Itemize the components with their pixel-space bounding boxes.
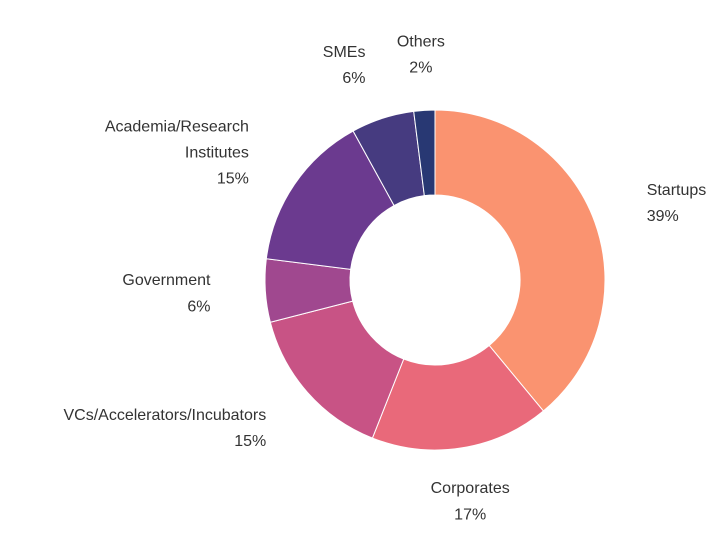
donut-slice bbox=[413, 109, 436, 197]
value-label: 39% bbox=[647, 208, 679, 225]
slice-label: Government bbox=[122, 272, 211, 289]
slice-label: Startups bbox=[647, 182, 707, 199]
value-label: 6% bbox=[342, 70, 365, 87]
slice-label-line: Corporates bbox=[431, 480, 510, 497]
slice-label: VCs/Accelerators/Incubators bbox=[63, 407, 266, 424]
slice-label-line: Startups bbox=[647, 182, 707, 199]
slice-label-line: Academia/Research bbox=[105, 119, 249, 136]
value-label: 6% bbox=[187, 298, 210, 315]
slice-label-line: VCs/Accelerators/Incubators bbox=[63, 407, 266, 424]
donut-slice bbox=[371, 344, 545, 451]
slice-label: Others bbox=[397, 34, 445, 51]
slice-label: Academia/Research Institutes bbox=[105, 119, 249, 162]
slice-label-line: Government bbox=[122, 272, 211, 289]
value-label: 15% bbox=[234, 433, 266, 450]
slice-label-line: Institutes bbox=[185, 145, 249, 162]
donut-slice bbox=[434, 109, 606, 412]
slice-label-line: SMEs bbox=[323, 44, 366, 61]
value-label: 15% bbox=[217, 171, 249, 188]
slice-label-line: Others bbox=[397, 34, 445, 51]
value-label: 2% bbox=[409, 60, 432, 77]
slice-label: Corporates bbox=[431, 480, 510, 497]
value-label: 17% bbox=[454, 506, 486, 523]
slice-label: SMEs bbox=[323, 44, 366, 61]
